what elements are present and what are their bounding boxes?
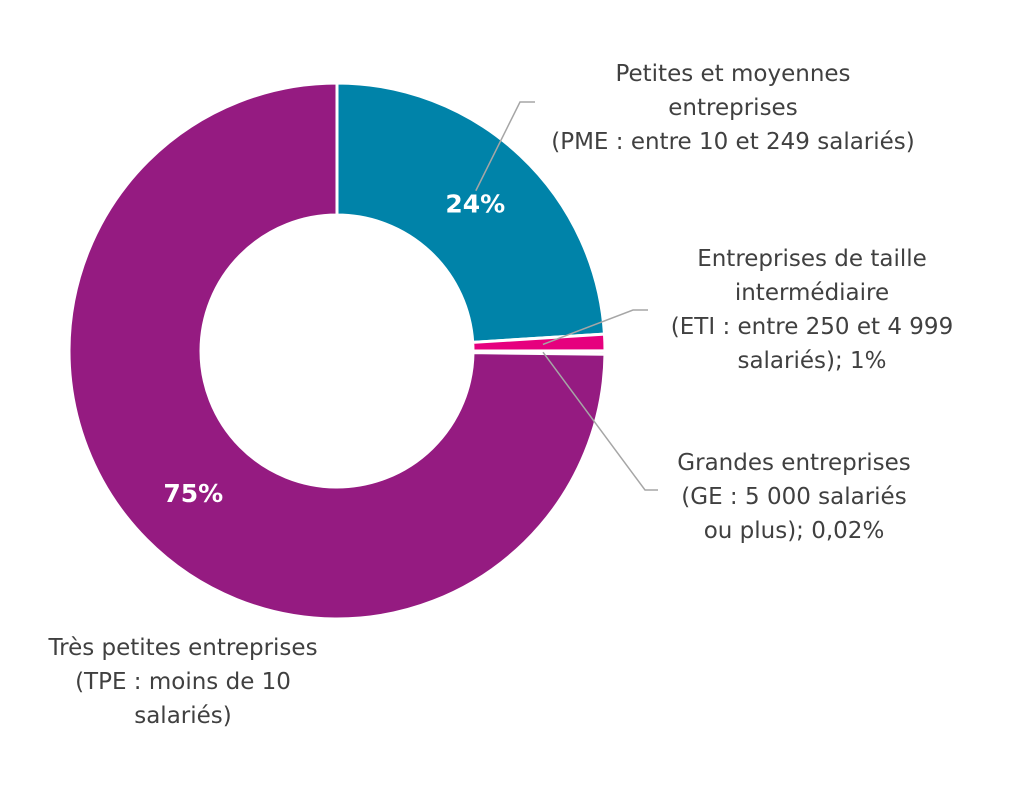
leader-line-eti (542, 309, 648, 346)
category-label-line: Entreprises de taille (697, 246, 927, 272)
category-label-eti: Entreprises de taille intermédiaire (ETI :… (671, 246, 953, 374)
slice-tpe (67, 81, 607, 621)
category-label-tpe: Très petites entreprises (TPE : moins de … (47, 635, 317, 729)
category-label-line: (ETI : entre 250 et 4 999 (671, 314, 953, 340)
category-labels: Petites et moyennes entreprises (PME : ent… (47, 61, 953, 729)
category-label-pme: Petites et moyennes entreprises (PME : ent… (551, 61, 915, 155)
donut-slices (67, 81, 607, 621)
category-label-line: Très petites entreprises (47, 635, 317, 661)
leader-line-pme (475, 101, 535, 192)
category-label-line: entreprises (668, 95, 797, 121)
percent-labels: 24% 75% (163, 190, 505, 508)
slice-pme (335, 81, 607, 345)
category-label-line: salariés) (134, 703, 232, 729)
category-label-line: Petites et moyennes (615, 61, 850, 87)
leader-line-ge (542, 351, 658, 491)
category-label-line: ou plus); 0,02% (704, 518, 885, 544)
leader-lines (475, 101, 658, 491)
percent-label-tpe: 75% (163, 479, 223, 508)
category-label-line: (PME : entre 10 et 249 salariés) (551, 129, 915, 155)
category-label-line: (GE : 5 000 salariés (681, 484, 906, 510)
category-label-ge: Grandes entreprises (GE : 5 000 salariés o… (677, 450, 910, 544)
percent-label-pme: 24% (445, 190, 505, 219)
category-label-line: Grandes entreprises (677, 450, 910, 476)
category-label-line: intermédiaire (735, 280, 889, 306)
category-label-line: salariés); 1% (737, 348, 886, 374)
category-label-line: (TPE : moins de 10 (75, 669, 291, 695)
